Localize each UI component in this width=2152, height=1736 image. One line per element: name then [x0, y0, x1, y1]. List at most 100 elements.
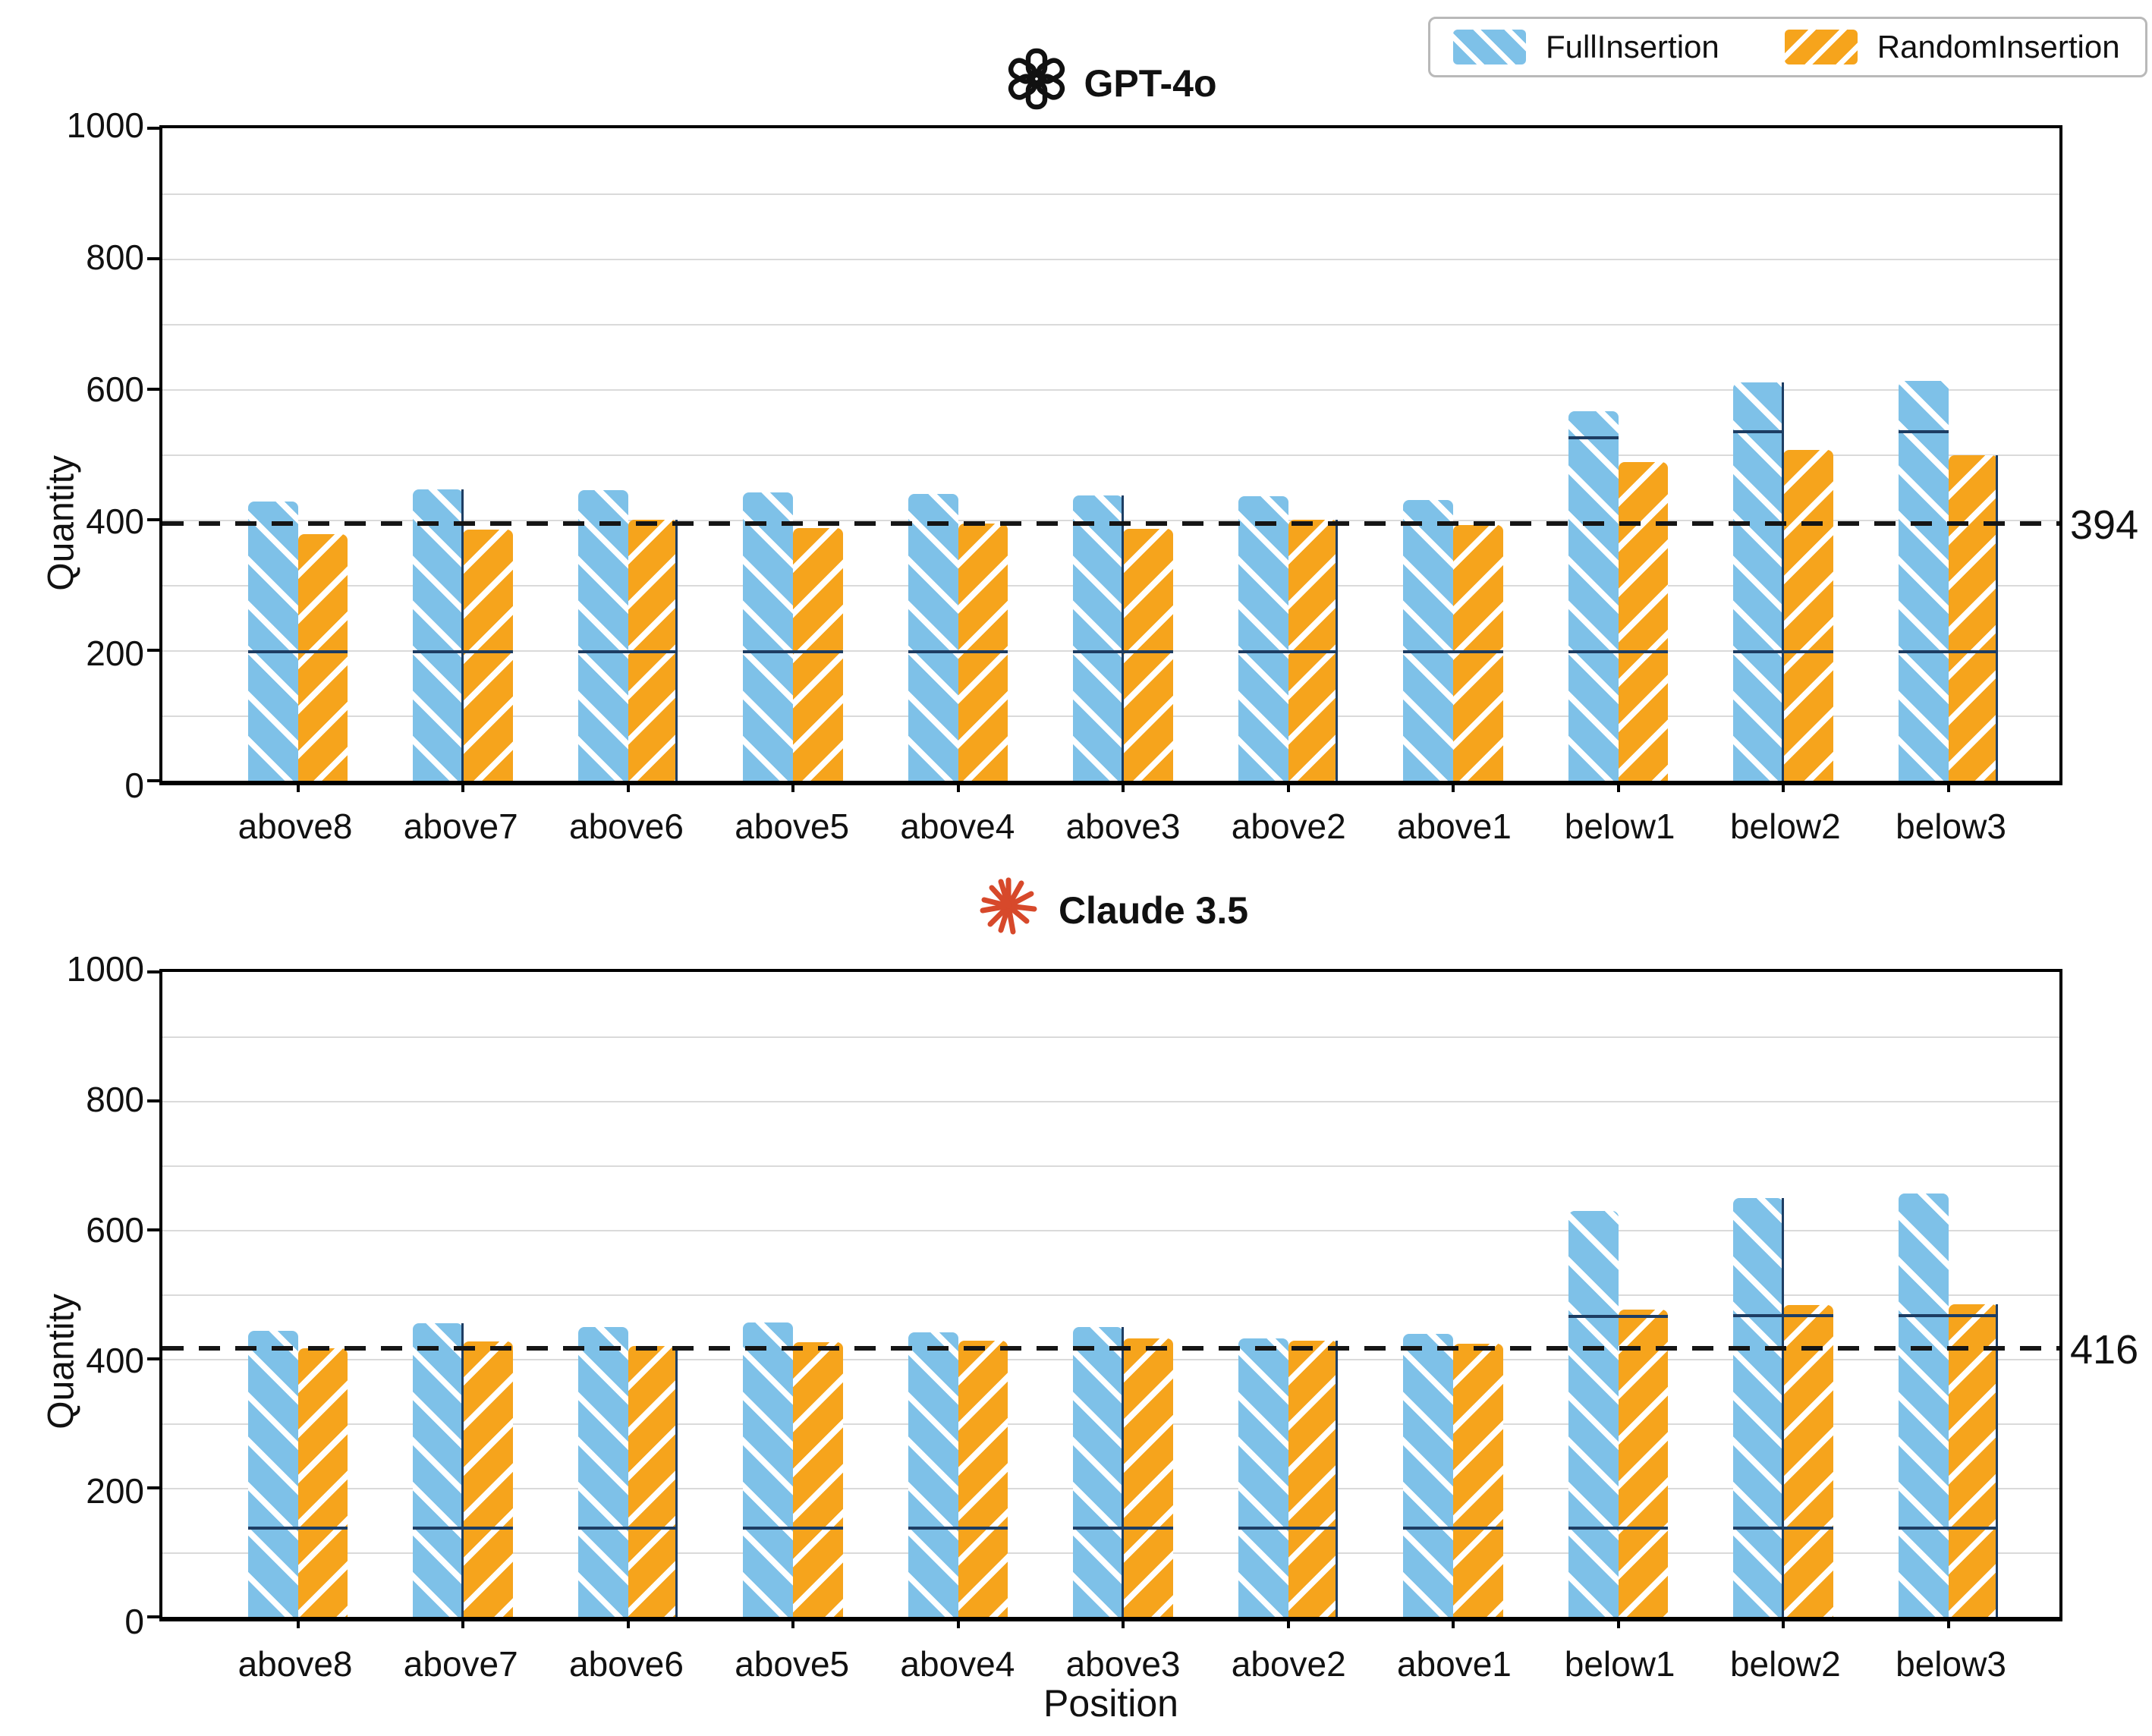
xtick-mark-below1 [1616, 1617, 1620, 1628]
ytick-label-400: 400 [86, 502, 144, 541]
error-vline-above7 [461, 489, 464, 781]
xtick-mark-above4 [956, 1617, 960, 1628]
randominsertion-swatch-icon [1784, 30, 1858, 64]
ytick-label-600: 600 [86, 370, 144, 409]
bar-fullinsertion-below1 [1568, 1210, 1619, 1617]
ytick-mark-0 [147, 1615, 159, 1618]
bar-fullinsertion-above5 [743, 1322, 793, 1617]
claude-x-axis: above8 above7 above6 above5 above4 above3 abov… [159, 1633, 2062, 1686]
claude-y-axis: 0 200 400 600 800 1000 [30, 949, 144, 1641]
gridline-900 [162, 193, 2059, 195]
xtick-label-above3: above3 [1065, 807, 1181, 846]
bar-fullinsertion-above7 [413, 1323, 463, 1617]
xtick-label-below1: below1 [1564, 807, 1675, 846]
legend-item-fullinsertion: FullInsertion [1453, 29, 1719, 65]
ytick-mark-200 [147, 649, 159, 652]
error-mark-above4 [908, 650, 1008, 653]
gridline-900 [162, 1036, 2059, 1038]
fullinsertion-swatch-icon [1453, 30, 1526, 64]
xtick-mark-below2 [1782, 1617, 1785, 1628]
xtick-label-below3: below3 [1896, 1644, 2006, 1684]
xtick-label-above6: above6 [568, 807, 684, 846]
error-mark-upper-below2 [1733, 430, 1783, 434]
xtick-label-above4: above4 [900, 1644, 1015, 1684]
xtick-label-above5: above5 [735, 1644, 850, 1684]
error-vline-below2 [1782, 1198, 1784, 1617]
ytick-mark-400 [147, 1357, 159, 1360]
error-mark-above5 [743, 650, 843, 653]
error-vline-above3 [1122, 495, 1124, 781]
ytick-mark-0 [147, 779, 159, 782]
ytick-label-200: 200 [86, 634, 144, 673]
bar-randominsertion-below3 [1948, 454, 1999, 781]
xtick-label-above2: above2 [1231, 807, 1346, 846]
gridline-500 [162, 1294, 2059, 1296]
bar-fullinsertion-above4 [908, 493, 958, 781]
xtick-label-above8: above8 [238, 1644, 353, 1684]
xtick-mark-above8 [296, 1617, 300, 1628]
gpt4o-chart-title: GPT-4o [159, 47, 2062, 120]
ytick-label-800: 800 [86, 1080, 144, 1119]
bar-randominsertion-below2 [1783, 449, 1833, 781]
claude-title-text: Claude 3.5 [1058, 889, 1249, 932]
xtick-mark-above3 [1122, 781, 1125, 792]
xtick-mark-below3 [1946, 1617, 1950, 1628]
bar-randominsertion-above1 [1453, 1343, 1503, 1617]
ytick-label-800: 800 [86, 237, 144, 277]
bar-fullinsertion-below3 [1898, 1194, 1949, 1617]
bar-fullinsertion-above8 [247, 501, 298, 781]
xtick-mark-above4 [956, 781, 960, 792]
error-mark-above5 [743, 1527, 843, 1530]
bar-fullinsertion-above6 [577, 490, 628, 781]
xtick-label-below2: below2 [1729, 1644, 1841, 1684]
xtick-label-above1: above1 [1396, 807, 1512, 846]
ytick-mark-400 [147, 518, 159, 521]
x-axis-title: Position [1043, 1682, 1178, 1725]
xtick-mark-above7 [461, 1617, 464, 1628]
bar-randominsertion-below2 [1783, 1305, 1833, 1617]
error-mark-below1 [1568, 650, 1669, 653]
bar-fullinsertion-below1 [1568, 411, 1619, 781]
bar-randominsertion-below3 [1948, 1304, 1999, 1617]
ytick-label-0: 0 [124, 766, 144, 805]
reference-line-394 [162, 521, 2059, 527]
ytick-label-1000: 1000 [66, 949, 144, 989]
xtick-label-below3: below3 [1896, 807, 2006, 846]
claude-reference-value-label: 416 [2070, 1327, 2139, 1373]
claude-plot-area [147, 969, 2062, 1628]
xtick-label-above1: above1 [1396, 1644, 1512, 1684]
gridline-500 [162, 454, 2059, 456]
xtick-mark-below2 [1782, 781, 1785, 792]
error-mark-below3 [1898, 1527, 1999, 1530]
error-vline-below3 [1996, 454, 1999, 781]
error-mark-upper-below3 [1898, 430, 1949, 434]
error-mark-above4 [908, 1527, 1008, 1530]
bar-randominsertion-above8 [297, 1348, 348, 1617]
ytick-mark-1000 [147, 970, 159, 973]
openai-logo-icon [1005, 47, 1068, 120]
xtick-mark-above1 [1452, 1617, 1455, 1628]
bar-randominsertion-above7 [463, 529, 513, 781]
xtick-mark-above5 [791, 1617, 794, 1628]
xtick-label-above4: above4 [900, 807, 1015, 846]
error-mark-above6 [577, 1527, 678, 1530]
bar-fullinsertion-above1 [1403, 1333, 1453, 1617]
error-mark-above8 [247, 1527, 348, 1530]
legend-label-randominsertion: RandomInsertion [1877, 29, 2120, 64]
xtick-label-above3: above3 [1065, 1644, 1181, 1684]
xtick-label-below2: below2 [1729, 807, 1841, 846]
xtick-mark-above8 [296, 781, 300, 792]
reference-line-416 [162, 1346, 2059, 1351]
ytick-mark-1000 [147, 127, 159, 130]
gpt4o-x-axis: above8 above7 above6 above5 above4 above3 abov… [159, 795, 2062, 848]
xtick-mark-above3 [1122, 1617, 1125, 1628]
gpt4o-reference-value-label: 394 [2070, 502, 2139, 549]
error-vline-below3 [1996, 1304, 1999, 1617]
bar-fullinsertion-above5 [743, 492, 793, 781]
gridline-800 [162, 1101, 2059, 1102]
bar-randominsertion-above7 [463, 1341, 513, 1617]
xtick-mark-above2 [1286, 1617, 1290, 1628]
bar-fullinsertion-above3 [1073, 495, 1123, 781]
gpt4o-title-text: GPT-4o [1084, 62, 1217, 105]
ytick-label-400: 400 [86, 1341, 144, 1380]
